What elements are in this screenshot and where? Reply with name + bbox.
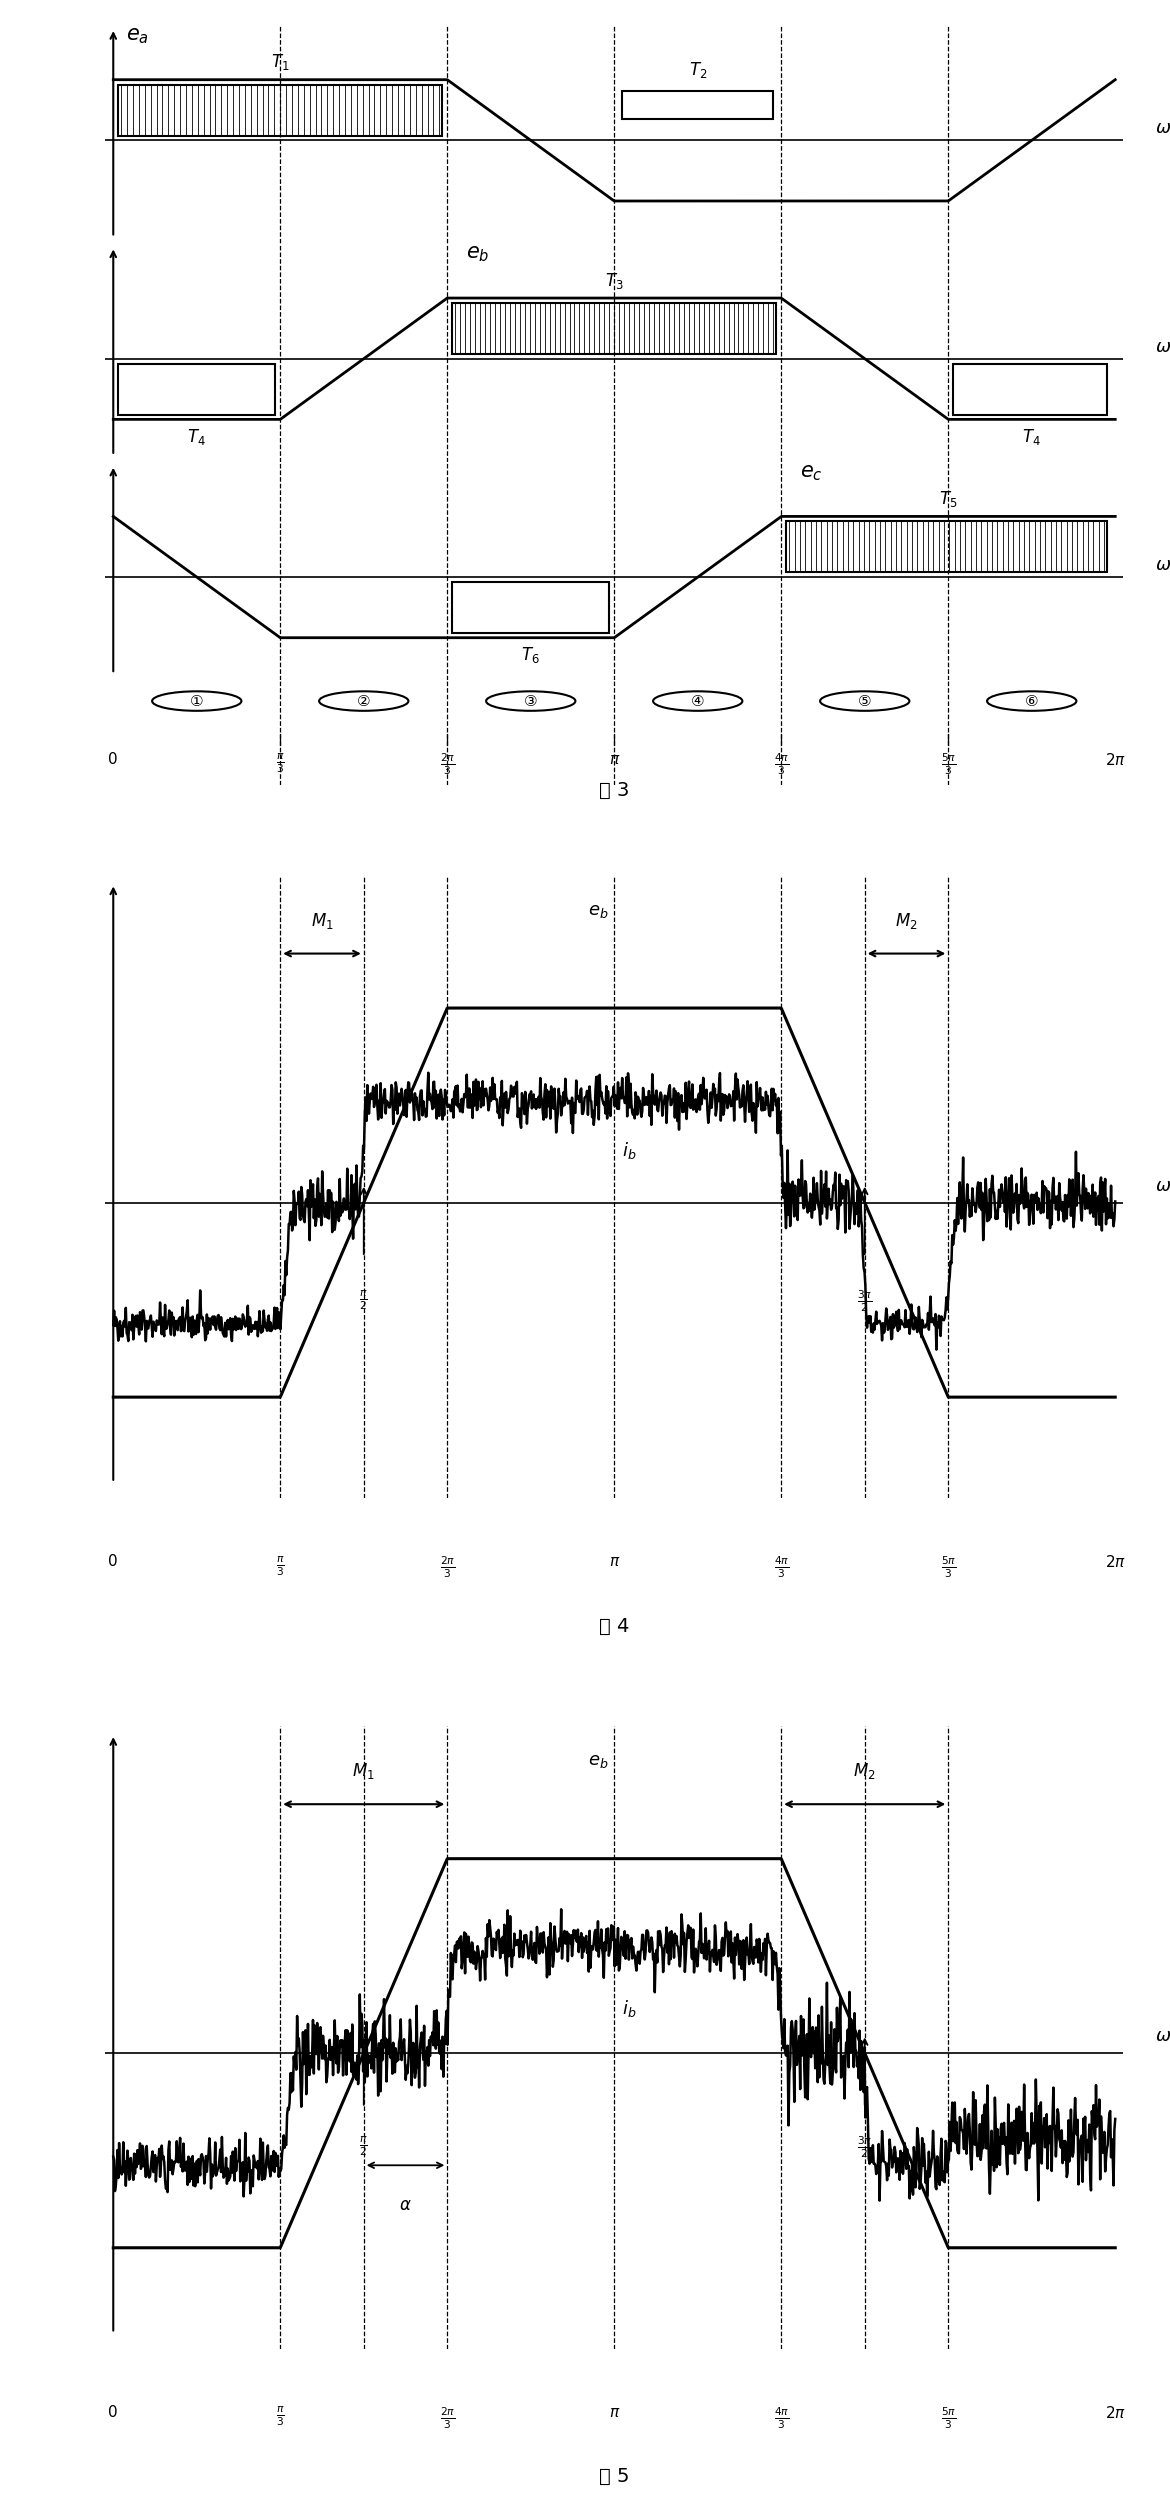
Text: $\frac{2\pi}{3}$: $\frac{2\pi}{3}$ [440,751,455,776]
Text: $\frac{4\pi}{3}$: $\frac{4\pi}{3}$ [773,751,789,776]
Text: $\omega t$: $\omega t$ [1155,121,1170,138]
Text: ⑥: ⑥ [1025,693,1039,708]
Bar [786,522,1107,573]
Text: $i_b$: $i_b$ [622,1999,636,2019]
Text: $\frac{\pi}{3}$: $\frac{\pi}{3}$ [276,1554,284,1577]
Text: $T_3$: $T_3$ [605,271,624,291]
Text: $\frac{\pi}{3}$: $\frac{\pi}{3}$ [276,2406,284,2428]
Text: ③: ③ [524,693,537,708]
Text: $\frac{\pi}{2}$: $\frac{\pi}{2}$ [359,2134,369,2157]
Text: $\frac{4\pi}{3}$: $\frac{4\pi}{3}$ [773,2406,789,2431]
Text: $e_b$: $e_b$ [467,244,490,264]
Text: $e_c$: $e_c$ [800,462,823,482]
Text: $\frac{\pi}{2}$: $\frac{\pi}{2}$ [359,1288,369,1311]
Text: $T_6$: $T_6$ [522,645,541,665]
Text: $\pi$: $\pi$ [608,751,620,766]
Text: $\omega t$: $\omega t$ [1155,555,1170,575]
Text: 图 3: 图 3 [599,781,629,801]
Text: $\omega t$: $\omega t$ [1155,2026,1170,2046]
Text: $\frac{5\pi}{3}$: $\frac{5\pi}{3}$ [941,2406,956,2431]
Text: $e_a$: $e_a$ [126,25,149,45]
Text: $T_4$: $T_4$ [1023,427,1041,447]
Text: $\omega t$: $\omega t$ [1155,1178,1170,1195]
Text: $\pi$: $\pi$ [608,2406,620,2421]
Bar [452,583,610,633]
Text: 图 4: 图 4 [599,1617,629,1635]
Text: ①: ① [190,693,204,708]
Text: $\frac{3\pi}{2}$: $\frac{3\pi}{2}$ [858,2134,873,2159]
Bar [452,304,777,354]
Text: ④: ④ [691,693,704,708]
Text: $M_2$: $M_2$ [895,911,917,932]
Text: $\alpha$: $\alpha$ [399,2197,412,2215]
Text: $T_4$: $T_4$ [187,427,206,447]
Text: $T_2$: $T_2$ [688,60,707,80]
Text: $2\pi$: $2\pi$ [1104,2406,1126,2421]
Text: $\frac{4\pi}{3}$: $\frac{4\pi}{3}$ [773,1554,789,1579]
Text: $2\pi$: $2\pi$ [1104,1554,1126,1569]
Bar [622,90,773,118]
Text: ⑤: ⑤ [858,693,872,708]
Bar [118,364,275,414]
Text: $i_b$: $i_b$ [622,1140,636,1160]
Text: 0: 0 [109,2406,118,2421]
Text: $T_1$: $T_1$ [271,53,289,73]
Text: $M_1$: $M_1$ [311,911,333,932]
Text: $e_b$: $e_b$ [589,1753,608,1770]
Text: 图 5: 图 5 [599,2468,629,2486]
Text: ②: ② [357,693,371,708]
Bar [954,364,1107,414]
Text: $\frac{5\pi}{3}$: $\frac{5\pi}{3}$ [941,751,956,776]
Bar [118,85,442,136]
Text: $\frac{2\pi}{3}$: $\frac{2\pi}{3}$ [440,1554,455,1579]
Text: $\frac{\pi}{3}$: $\frac{\pi}{3}$ [276,751,284,776]
Text: $M_1$: $M_1$ [352,1760,376,1780]
Text: $\frac{5\pi}{3}$: $\frac{5\pi}{3}$ [941,1554,956,1579]
Text: $\pi$: $\pi$ [608,1554,620,1569]
Text: $\frac{2\pi}{3}$: $\frac{2\pi}{3}$ [440,2406,455,2431]
Text: $\frac{3\pi}{2}$: $\frac{3\pi}{2}$ [858,1288,873,1313]
Text: $M_2$: $M_2$ [853,1760,876,1780]
Text: 0: 0 [109,751,118,766]
Text: $\omega t$: $\omega t$ [1155,336,1170,357]
Text: $T_5$: $T_5$ [940,490,957,510]
Text: $2\pi$: $2\pi$ [1104,751,1126,768]
Text: 0: 0 [109,1554,118,1569]
Text: $e_b$: $e_b$ [589,901,608,919]
